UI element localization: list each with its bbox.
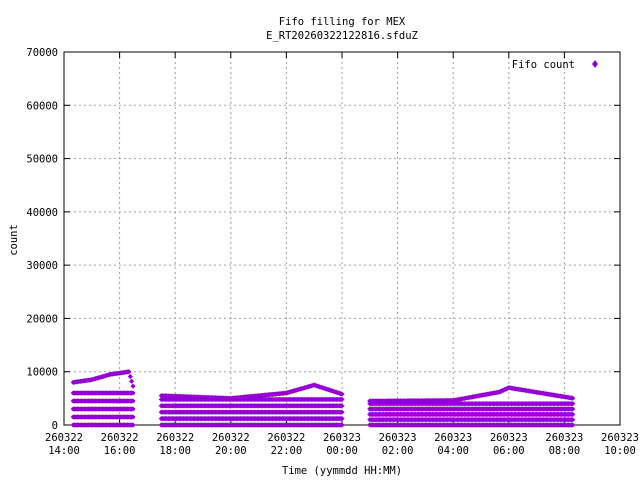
data-point (339, 416, 345, 422)
data-point (570, 406, 576, 412)
data-point (339, 422, 345, 428)
x-tick-date: 260323 (434, 432, 472, 444)
y-tick-label: 20000 (26, 313, 58, 325)
data-point (570, 411, 576, 417)
x-tick-date: 260323 (545, 432, 583, 444)
x-tick-date: 260323 (323, 432, 361, 444)
x-tick-time: 14:00 (48, 445, 80, 457)
y-tick-label: 50000 (26, 154, 58, 166)
data-point (130, 406, 136, 412)
x-tick-time: 20:00 (215, 445, 247, 457)
x-tick-time: 18:00 (159, 445, 191, 457)
data-point (130, 390, 136, 396)
x-tick-time: 22:00 (271, 445, 303, 457)
x-tick-date: 260323 (601, 432, 639, 444)
chart-title: Fifo filling for MEX (279, 16, 406, 28)
legend-label: Fifo count (512, 59, 575, 71)
x-tick-date: 260322 (267, 432, 305, 444)
x-tick-time: 02:00 (382, 445, 414, 457)
data-point (570, 401, 576, 407)
y-tick-label: 10000 (26, 367, 58, 379)
x-tick-time: 06:00 (493, 445, 525, 457)
data-point (570, 422, 576, 428)
data-point (127, 373, 133, 380)
x-tick-date: 260322 (45, 432, 83, 444)
data-point (130, 414, 136, 420)
x-tick-time: 08:00 (549, 445, 581, 457)
x-tick-date: 260323 (379, 432, 417, 444)
data-point (130, 398, 136, 404)
data-point (339, 396, 345, 403)
data-point (339, 403, 345, 409)
data-point (130, 383, 136, 389)
x-tick-time: 00:00 (326, 445, 358, 457)
grid-lines (64, 52, 620, 425)
x-tick-date: 260322 (212, 432, 250, 444)
data-points (70, 369, 576, 428)
x-tick-time: 04:00 (437, 445, 469, 457)
x-tick-date: 260322 (101, 432, 139, 444)
x-tick-time: 16:00 (104, 445, 136, 457)
y-tick-label: 30000 (26, 260, 58, 272)
y-tick-label: 70000 (26, 47, 58, 59)
legend: Fifo count (512, 59, 598, 71)
x-tick-time: 10:00 (604, 445, 636, 457)
x-axis-label: Time (yymmdd HH:MM) (282, 465, 402, 477)
data-point (570, 395, 576, 401)
y-tick-label: 60000 (26, 100, 58, 112)
x-tick-date: 260322 (156, 432, 194, 444)
y-tick-label: 0 (52, 420, 58, 432)
data-point (130, 422, 136, 428)
data-point (129, 378, 135, 384)
axis-ticks: 0 10000 20000 30000 40000 50000 60000 70000 2603… (26, 47, 639, 457)
y-axis-label: count (8, 224, 20, 256)
data-point (570, 417, 576, 423)
chart-subtitle: E_RT20260322122816.sfduZ (266, 30, 418, 42)
data-point (339, 409, 345, 415)
data-point (339, 391, 345, 397)
legend-marker (592, 60, 598, 68)
x-tick-date: 260323 (490, 432, 528, 444)
y-tick-label: 40000 (26, 207, 58, 219)
data-point (126, 369, 132, 375)
